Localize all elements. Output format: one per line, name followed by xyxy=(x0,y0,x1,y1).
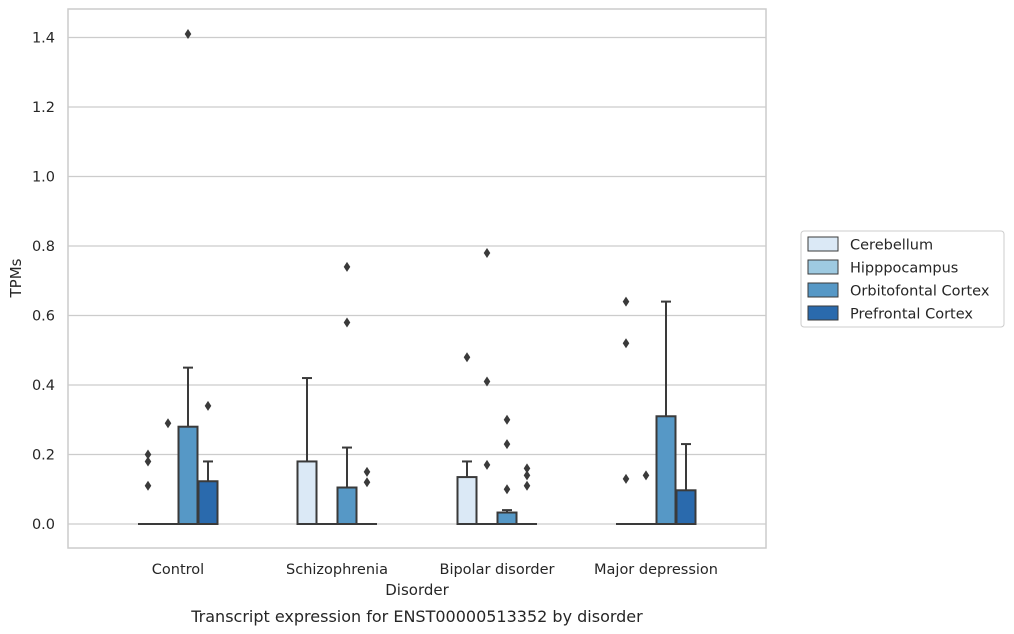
x-tick-label: Bipolar disorder xyxy=(440,562,555,578)
outlier-point xyxy=(184,29,192,40)
box-rect xyxy=(496,511,518,525)
outlier-point xyxy=(642,470,650,481)
x-axis-title: Disorder xyxy=(385,581,449,599)
outlier-point xyxy=(622,338,630,349)
outlier-point xyxy=(503,414,511,425)
y-tick-label: 1.4 xyxy=(32,31,55,47)
box-3-2 xyxy=(517,463,537,525)
y-tick-label: 0.8 xyxy=(32,239,55,255)
box-rect xyxy=(197,480,219,526)
y-tick-labels: 0.0 0.2 0.4 0.6 0.8 1.0 1.2 1.4 xyxy=(32,31,55,534)
outlier-point xyxy=(622,296,630,307)
box-2-1 xyxy=(336,261,358,526)
legend-swatch xyxy=(807,236,839,252)
box-2-2 xyxy=(496,414,518,525)
outlier-point xyxy=(164,418,172,429)
x-tick-label: Schizophrenia xyxy=(286,562,388,578)
y-tick-label: 0.0 xyxy=(32,517,55,533)
box-0-3 xyxy=(616,296,636,525)
x-tick-label: Control xyxy=(152,562,204,578)
box-rect xyxy=(675,489,697,526)
box-1-2 xyxy=(477,247,497,525)
outlier-point xyxy=(523,463,531,474)
outlier-point xyxy=(622,473,630,484)
box-1-0 xyxy=(158,418,178,525)
x-tick-labels: Control Schizophrenia Bipolar disorder Majo… xyxy=(152,562,718,578)
legend-swatch xyxy=(807,259,839,275)
boxes-layer xyxy=(138,29,697,526)
legend-label: Cerebellum xyxy=(850,238,933,254)
outlier-point xyxy=(503,484,511,495)
legend-label: Hipppocampus xyxy=(850,261,958,277)
y-tick-label: 0.4 xyxy=(32,378,55,394)
outlier-point xyxy=(483,247,491,258)
legend-frame xyxy=(800,230,1005,328)
y-tick-label: 1.0 xyxy=(32,170,55,186)
outlier-point xyxy=(144,456,152,467)
box-2-3 xyxy=(655,300,677,525)
box-rect xyxy=(177,425,199,526)
outlier-point xyxy=(523,470,531,481)
legend-swatch xyxy=(807,282,839,298)
outlier-point xyxy=(363,466,371,477)
box-0-0 xyxy=(138,449,158,525)
box-rect xyxy=(296,460,318,526)
legend-label: Orbitofontal Cortex xyxy=(850,284,990,300)
outlier-point xyxy=(483,376,491,387)
outlier-point xyxy=(363,477,371,488)
outlier-point xyxy=(463,352,471,363)
outlier-point xyxy=(523,480,531,491)
y-tick-label: 0.2 xyxy=(32,448,55,464)
outlier-point xyxy=(343,317,351,328)
box-rect xyxy=(655,415,677,525)
box-2-0 xyxy=(177,29,199,526)
box-1-3 xyxy=(636,470,656,525)
outlier-point xyxy=(483,459,491,470)
legend-label: Prefrontal Cortex xyxy=(850,307,973,323)
y-tick-label: 1.2 xyxy=(32,100,55,116)
box-3-3 xyxy=(675,443,697,526)
x-tick-label: Major depression xyxy=(594,562,718,578)
box-3-1 xyxy=(357,466,377,525)
box-3-0 xyxy=(197,400,219,526)
box-0-2 xyxy=(456,352,478,525)
box-0-1 xyxy=(296,377,318,526)
outlier-point xyxy=(144,449,152,460)
box-rect xyxy=(456,476,478,525)
y-tick-label: 0.6 xyxy=(32,309,55,325)
legend-swatch xyxy=(807,305,839,321)
legend: Cerebellum Hipppocampus Orbitofontal Corte… xyxy=(800,230,1005,328)
outlier-point xyxy=(144,480,152,491)
outlier-point xyxy=(204,400,212,411)
outlier-point xyxy=(503,439,511,450)
box-rect xyxy=(336,486,358,526)
figure-caption: Transcript expression for ENST0000051335… xyxy=(190,607,643,626)
y-axis-title: TPMs xyxy=(7,258,25,298)
outlier-point xyxy=(343,261,351,272)
